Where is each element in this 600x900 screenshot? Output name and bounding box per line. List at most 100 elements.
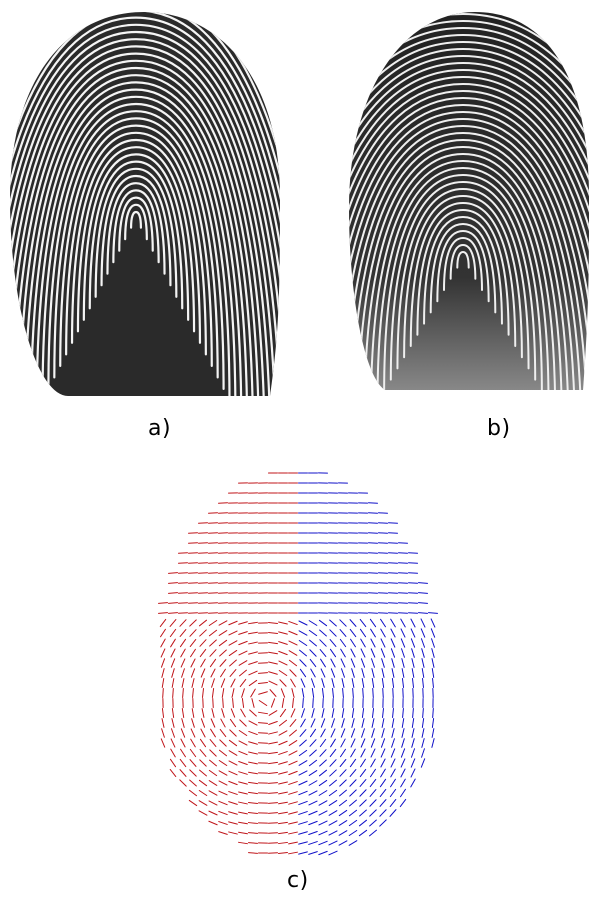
orientation-segment [401,678,405,688]
orientation-segment [359,779,367,787]
orientation-segment [298,780,308,786]
orientation-segment [208,619,218,627]
orientation-segment [228,801,238,805]
orientation-segment [228,630,238,636]
orientation-segment [188,789,198,797]
orientation-segment [321,688,325,698]
orientation-segment [308,830,318,836]
orientation-segment [288,801,298,805]
orientation-segment [340,728,346,738]
orientation-segment [169,758,177,768]
orientation-segment [398,562,408,564]
orientation-segment [180,738,186,748]
ridge-line [41,102,231,396]
orientation-segment [248,670,258,676]
orientation-segment [421,668,425,678]
orientation-segment [278,719,288,727]
orientation-segment [408,572,418,574]
orientation-segment [189,759,197,767]
orientation-segment [181,708,185,718]
orientation-segment [188,612,198,614]
orientation-segment [199,769,207,777]
orientation-segment [278,791,288,795]
orientation-segment [398,592,408,594]
caption-a: a) [148,416,172,441]
orientation-segment [268,721,278,725]
orientation-segment [278,751,288,755]
orientation-segment [411,718,415,728]
orientation-segment [380,738,386,748]
orientation-segment [268,792,278,794]
orientation-segment [330,728,336,738]
orientation-segment [248,661,258,665]
orientation-segment [189,748,197,758]
orientation-segment [309,658,317,668]
orientation-segment [218,639,228,647]
orientation-segment [408,582,418,584]
orientation-segment [228,620,238,626]
orientation-segment [349,799,357,807]
orientation-segment [268,832,278,834]
orientation-segment [381,668,385,678]
orientation-segment [348,840,358,846]
ridge-line [106,182,166,275]
orientation-segment [278,650,288,656]
orientation-segment [308,629,318,637]
ridge-line [23,81,249,396]
orientation-segment [329,759,337,767]
orientation-segment [298,630,308,636]
orientation-segment [379,819,387,827]
orientation-segment [408,602,418,604]
orientation-segment [411,658,415,668]
orientation-segment [420,638,426,648]
orientation-segment [248,631,258,635]
orientation-segment [238,750,248,756]
orientation-segment [432,678,434,688]
orientation-segment [231,688,235,698]
orientation-segment [320,668,326,678]
orientation-segment [398,612,408,614]
orientation-segment [170,638,176,648]
orientation-segment [400,758,406,768]
orientation-segment [278,631,288,635]
orientation-segment [171,668,175,678]
ridge-line [376,166,550,390]
orientation-segment [338,840,348,846]
orientation-segment [410,768,416,778]
orientation-segment [230,678,236,688]
orientation-segment [372,688,374,698]
orientation-segment [238,841,248,845]
orientation-segment [199,738,207,748]
orientation-segment [351,668,355,678]
orientation-segment [339,638,347,648]
orientation-segment [389,788,397,798]
orientation-segment [181,678,185,688]
orientation-segment [189,769,197,777]
orientation-segment [218,749,228,757]
orientation-segment [240,708,246,718]
orientation-segment [308,851,318,855]
orientation-segment [238,730,248,736]
orientation-segment [309,649,317,657]
orientation-segment [178,602,188,604]
orientation-segment [371,658,375,668]
orientation-segment [410,638,416,648]
orientation-segment [278,851,288,855]
orientation-segment [422,708,424,718]
orientation-segment [199,749,207,757]
orientation-segment [268,802,278,804]
orientation-segment [220,668,226,678]
orientation-segment [381,678,385,688]
orientation-segment [358,829,368,837]
orientation-segment [268,641,278,645]
orientation-segment [360,658,366,668]
orientation-segment [401,718,405,728]
orientation-segment [352,688,354,698]
orientation-segment [318,769,328,777]
orientation-segment [369,819,377,827]
orientation-segment [339,779,347,787]
caption-c: c) [287,868,309,893]
orientation-segment [209,749,217,757]
orientation-segment [170,648,176,658]
orientation-segment [288,791,298,795]
